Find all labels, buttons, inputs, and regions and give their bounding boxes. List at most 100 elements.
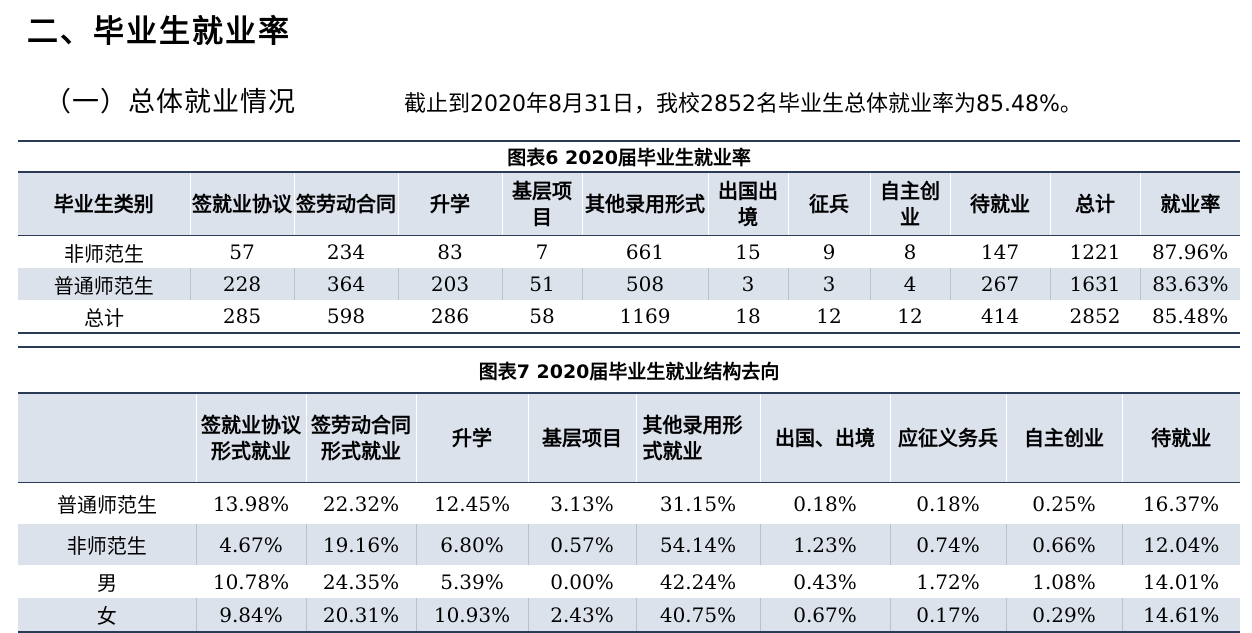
table-cell: 0.17% xyxy=(889,598,1006,632)
table-row: 非师范生 57 234 83 7 661 15 9 8 147 1221 87.… xyxy=(18,236,1240,269)
row-label: 非师范生 xyxy=(18,524,196,565)
table-cell: 9.84% xyxy=(195,598,306,632)
table-cell: 9 xyxy=(822,240,836,264)
employment-rate-table: 图表6 2020届毕业生就业率 毕业生类别 签就业协议 签劳动合同 升学 基层项… xyxy=(18,140,1241,334)
table-cell: 51 xyxy=(501,268,582,300)
table-caption: 图表7 2020届毕业生就业结构去向 xyxy=(18,347,1241,394)
table-cell: 0.67% xyxy=(759,598,890,632)
column-header xyxy=(18,393,196,483)
row-label: 非师范生 xyxy=(64,241,144,266)
column-header: 升学 xyxy=(415,393,528,483)
table-cell: 85.48% xyxy=(1151,304,1229,328)
column-header: 出国出境 xyxy=(707,172,788,236)
table-caption: 图表6 2020届毕业生就业率 xyxy=(18,141,1241,173)
table-cell: 0.00% xyxy=(550,569,614,594)
table-cell: 2.43% xyxy=(527,598,636,632)
table-cell: 87.96% xyxy=(1151,240,1229,264)
column-header: 待就业 xyxy=(1121,393,1241,483)
column-header: 签劳动合同 xyxy=(293,172,398,236)
table-cell: 267 xyxy=(949,268,1050,300)
table-cell: 5.39% xyxy=(440,569,504,594)
table-row: 男 10.78% 24.35% 5.39% 0.00% 42.24% 0.43%… xyxy=(18,565,1240,598)
column-header: 毕业生类别 xyxy=(18,172,190,236)
table-cell: 661 xyxy=(625,240,665,264)
section-heading: 二、毕业生就业率 xyxy=(27,14,291,50)
column-header: 基层项目 xyxy=(501,172,582,236)
table-cell: 8 xyxy=(903,240,917,264)
table-cell: 228 xyxy=(189,268,294,300)
table-cell: 6.80% xyxy=(415,524,528,565)
column-header: 就业率 xyxy=(1139,172,1241,236)
column-header: 签就业协议形式就业 xyxy=(195,393,306,483)
table-cell: 12 xyxy=(897,304,923,328)
row-label: 普通师范生 xyxy=(57,493,157,517)
table-cell: 22.32% xyxy=(322,491,400,516)
row-label: 女 xyxy=(18,598,196,632)
table-cell: 20.31% xyxy=(305,598,416,632)
table-cell: 12 xyxy=(816,304,842,328)
table-cell: 42.24% xyxy=(659,569,737,594)
table-cell: 54.14% xyxy=(635,524,760,565)
column-header: 征兵 xyxy=(787,172,870,236)
column-header: 总计 xyxy=(1049,172,1140,236)
table-cell: 1169 xyxy=(619,304,671,328)
table-cell: 1.72% xyxy=(916,569,980,594)
table-cell: 16.37% xyxy=(1142,491,1220,516)
table-cell: 10.93% xyxy=(415,598,528,632)
column-header: 自主创业 xyxy=(1005,393,1122,483)
column-header: 出国、出境 xyxy=(759,393,890,483)
table-cell: 3.13% xyxy=(550,491,614,516)
table-cell: 83 xyxy=(437,240,463,264)
table-cell: 4.67% xyxy=(195,524,306,565)
column-header: 其他录用形式 xyxy=(581,172,708,236)
table-cell: 0.18% xyxy=(793,491,857,516)
table-cell: 14.01% xyxy=(1142,569,1220,594)
table-cell: 1.23% xyxy=(759,524,890,565)
table-cell: 1221 xyxy=(1069,240,1121,264)
table-cell: 40.75% xyxy=(635,598,760,632)
table-row: 女 9.84% 20.31% 10.93% 2.43% 40.75% 0.67%… xyxy=(18,598,1241,632)
column-header: 签劳动合同形式就业 xyxy=(305,393,416,483)
table-cell: 203 xyxy=(397,268,502,300)
table-cell: 3 xyxy=(787,268,870,300)
table-cell: 19.16% xyxy=(305,524,416,565)
employment-structure-table: 图表7 2020届毕业生就业结构去向 签就业协议形式就业 签劳动合同形式就业 升… xyxy=(18,346,1241,633)
table-cell: 58 xyxy=(529,304,555,328)
table-cell: 0.74% xyxy=(889,524,1006,565)
employment-summary: 截止到2020年8月31日，我校2852名毕业生总体就业率为85.48%。 xyxy=(404,92,1082,117)
row-label: 总计 xyxy=(84,305,124,330)
column-header: 待就业 xyxy=(949,172,1050,236)
table-cell: 414 xyxy=(980,304,1020,328)
subsection-heading: （一）总体就业情况 xyxy=(44,87,296,118)
column-header: 基层项目 xyxy=(527,393,636,483)
table-cell: 31.15% xyxy=(659,491,737,516)
table-cell: 83.63% xyxy=(1139,268,1241,300)
column-header: 其他录用形式就业 xyxy=(635,393,760,483)
table-cell: 0.25% xyxy=(1032,491,1096,516)
table-cell: 0.57% xyxy=(527,524,636,565)
table-cell: 1.08% xyxy=(1032,569,1096,594)
table-cell: 364 xyxy=(293,268,398,300)
table-header-row: 签就业协议形式就业 签劳动合同形式就业 升学 基层项目 其他录用形式就业 出国、… xyxy=(18,393,1241,483)
table-row: 非师范生 4.67% 19.16% 6.80% 0.57% 54.14% 1.2… xyxy=(18,524,1241,565)
table-cell: 1631 xyxy=(1049,268,1140,300)
row-label: 普通师范生 xyxy=(18,268,190,300)
table-cell: 13.98% xyxy=(212,491,290,516)
table-cell: 24.35% xyxy=(322,569,400,594)
table-cell: 147 xyxy=(980,240,1020,264)
table-cell: 18 xyxy=(735,304,761,328)
table-cell: 15 xyxy=(735,240,761,264)
column-header: 升学 xyxy=(397,172,502,236)
table-row: 总计 285 598 286 58 1169 18 12 12 414 2852… xyxy=(18,300,1240,333)
table-cell: 0.43% xyxy=(793,569,857,594)
row-label: 男 xyxy=(97,571,117,595)
table-cell: 598 xyxy=(326,304,366,328)
table-cell: 12.45% xyxy=(433,491,511,516)
table-cell: 57 xyxy=(229,240,255,264)
table-cell: 0.18% xyxy=(916,491,980,516)
table-row: 普通师范生 13.98% 22.32% 12.45% 3.13% 31.15% … xyxy=(18,483,1240,525)
table-cell: 10.78% xyxy=(212,569,290,594)
table-cell: 3 xyxy=(707,268,788,300)
table-cell: 12.04% xyxy=(1121,524,1241,565)
table-row: 普通师范生 228 364 203 51 508 3 3 4 267 1631 … xyxy=(18,268,1241,300)
